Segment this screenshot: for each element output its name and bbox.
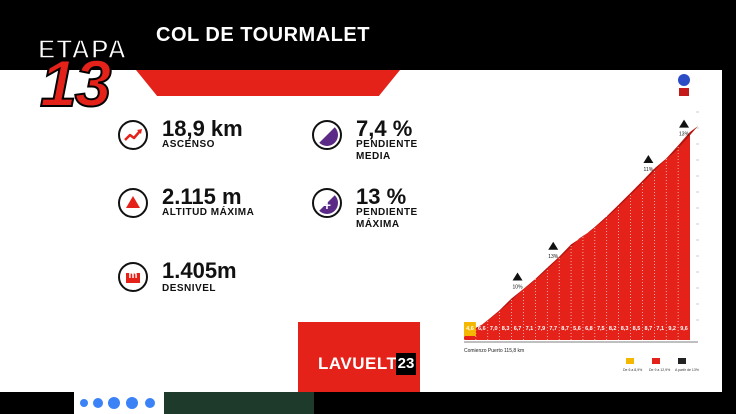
plus-glyph: + (322, 197, 332, 213)
gradient-marker-label: 11% (644, 167, 654, 173)
sponsor-dots-panel (74, 392, 164, 414)
segment-gradient-label: 9,2 (668, 326, 676, 332)
pendiente-maxima-label-2: MÁXIMA (356, 219, 400, 230)
pendiente-media-label-2: MEDIA (356, 151, 391, 162)
segment-gradient-label: 9,6 (680, 326, 688, 332)
profile-start-label: Comienzo Puerto 115,8 km (464, 348, 524, 354)
meter-glyph: m (128, 270, 138, 281)
gradient-marker-label: 13% (548, 254, 559, 260)
segment-gradient-label: 7,1 (526, 326, 534, 332)
ascenso-label: ASCENSO (162, 139, 215, 150)
segment-highlight (464, 322, 476, 336)
segment-gradient-label: 7,1 (656, 326, 664, 332)
legend-swatch (652, 358, 660, 364)
slope-icon (312, 120, 342, 150)
segment-gradient-label: 7,0 (490, 326, 498, 332)
desnivel-value: 1.405m (162, 258, 237, 283)
gradient-marker-label: 13% (679, 132, 690, 138)
segment-gradient-label: 8,3 (621, 326, 629, 332)
legend-label: A partir de 13% (675, 368, 699, 372)
segment-gradient-label: 8,7 (645, 326, 653, 332)
gradient-marker-label: 10% (513, 284, 524, 290)
legend-label: De 9 a 12,9% (649, 368, 670, 372)
bottom-green-panel (164, 392, 314, 414)
triangle-up-icon (118, 188, 148, 218)
segment-gradient-label: 7,9 (537, 326, 545, 332)
segment-gradient-label: 7,7 (549, 326, 557, 332)
segment-gradient-label: 4,6 (466, 326, 474, 332)
segment-gradient-label: 6,7 (514, 326, 522, 332)
segment-gradient-label: 6,6 (478, 326, 486, 332)
gradient-warning-icon (548, 241, 559, 250)
legend-label: De 6 a 8,9% (623, 368, 642, 372)
right-edge-panel (722, 0, 736, 414)
legend-swatch (626, 358, 634, 364)
elevation-profile: 6,6 7,0 8,3 6,7 7,1 7,9 7,7 8,7 5,6 6,8 7,5 8,2 8,3 8… (463, 74, 699, 372)
summit-badge-icon (678, 74, 690, 86)
segment-gradient-label: 7,5 (597, 326, 605, 332)
header-band (0, 0, 736, 70)
pendiente-media-value: 7,4 % (356, 116, 413, 141)
red-accent-bar (136, 70, 400, 96)
segment-gradient-label: 5,6 (573, 326, 581, 332)
segment-gradient-label: 8,7 (561, 326, 569, 332)
profile-front (464, 132, 690, 340)
logo-number: 23 (396, 353, 416, 375)
meter-icon: m (118, 262, 148, 292)
page-title: COL DE TOURMALET (156, 24, 370, 46)
altitud-value: 2.115 m (162, 184, 242, 209)
plus-icon: + (312, 188, 342, 218)
logo-text: LAVUELTA (318, 354, 409, 373)
pendiente-media-label-1: PENDIENTE (356, 139, 418, 150)
gradient-warning-icon (643, 154, 654, 163)
ascenso-value: 18,9 km (162, 116, 243, 141)
checkered-flag-icon (679, 88, 689, 96)
legend-swatch (678, 358, 686, 364)
altitud-label: ALTITUD MÁXIMA (162, 207, 255, 218)
gradient-warning-icon (679, 119, 690, 128)
segment-gradient-label: 8,3 (502, 326, 510, 332)
segment-gradient-label: 6,8 (585, 326, 593, 332)
etapa-label: ETAPA (37, 33, 128, 65)
gradient-warning-icon (512, 272, 523, 281)
pendiente-maxima-value: 13 % (356, 184, 407, 209)
pendiente-maxima-label-1: PENDIENTE (356, 207, 418, 218)
trend-up-icon (118, 120, 148, 150)
desnivel-label: DESNIVEL (162, 283, 217, 294)
segment-gradient-label: 8,5 (633, 326, 641, 332)
etapa-number: 13 (39, 46, 112, 120)
segment-gradient-label: 8,2 (609, 326, 617, 332)
